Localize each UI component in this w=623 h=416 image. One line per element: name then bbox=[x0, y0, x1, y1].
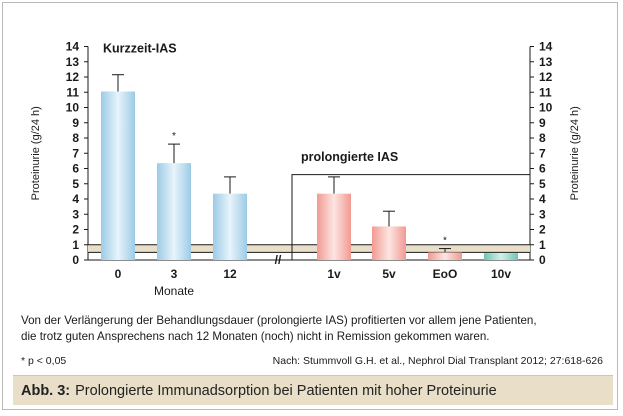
significance-mark-3: * bbox=[172, 131, 176, 142]
x-tick-label-5v: 5v bbox=[382, 267, 396, 281]
x-tick-label-10v: 10v bbox=[491, 267, 511, 281]
reference-band bbox=[88, 244, 530, 253]
y-tick-label-left: 3 bbox=[72, 207, 79, 221]
y-tick-label-right: 5 bbox=[539, 177, 546, 191]
y-tick-label-right: 1 bbox=[539, 238, 546, 252]
bar-5v bbox=[372, 226, 406, 260]
significance-mark-EoO: * bbox=[443, 236, 447, 247]
y-tick-label-left: 6 bbox=[72, 162, 79, 176]
y-tick-label-right: 3 bbox=[539, 207, 546, 221]
y-tick-label-right: 12 bbox=[539, 70, 553, 84]
figure-title: Prolongierte Immunadsorption bei Patient… bbox=[75, 382, 497, 399]
y-tick-label-right: 2 bbox=[539, 223, 546, 237]
y-tick-label-left: 1 bbox=[72, 238, 79, 252]
figure-number: Abb. 3: bbox=[21, 382, 71, 399]
y-tick-label-left: 12 bbox=[66, 70, 80, 84]
figure-title-bar: Abb. 3: Prolongierte Immunadsorption bei… bbox=[13, 375, 613, 405]
bar-0 bbox=[101, 91, 135, 260]
y-axis-title-right: Proteinurie (g/24 h) bbox=[569, 106, 581, 200]
bar-EoO bbox=[428, 252, 462, 260]
bar-1v bbox=[317, 193, 351, 260]
x-tick-label-1v: 1v bbox=[327, 267, 341, 281]
y-tick-label-left: 8 bbox=[72, 131, 79, 145]
x-tick-label-3: 3 bbox=[171, 267, 178, 281]
y-tick-label-right: 8 bbox=[539, 131, 546, 145]
y-tick-label-left: 10 bbox=[66, 101, 80, 115]
group-label-short: Kurzzeit-IAS bbox=[103, 42, 177, 56]
y-tick-label-left: 11 bbox=[66, 85, 79, 99]
caption-line-1: Von der Verlängerung der Behandlungsdaue… bbox=[21, 314, 537, 327]
y-tick-label-right: 0 bbox=[539, 253, 546, 267]
y-tick-label-left: 4 bbox=[72, 192, 79, 206]
bar-3 bbox=[157, 163, 191, 260]
y-tick-label-right: 4 bbox=[539, 192, 546, 206]
y-axis-title-left: Proteinurie (g/24 h) bbox=[30, 106, 42, 200]
y-tick-label-left: 0 bbox=[72, 253, 79, 267]
y-tick-label-right: 10 bbox=[539, 101, 553, 115]
x-tick-label-EoO: EoO bbox=[433, 267, 458, 281]
y-tick-label-right: 6 bbox=[539, 162, 546, 176]
y-tick-label-left: 7 bbox=[72, 146, 79, 160]
y-tick-label-left: 5 bbox=[72, 177, 79, 191]
y-tick-label-right: 7 bbox=[539, 146, 546, 160]
figure-caption: Von der Verlängerung der Behandlungsdaue… bbox=[21, 313, 611, 345]
caption-line-2: die trotz guten Ansprechens nach 12 Mona… bbox=[21, 330, 490, 343]
prolonged-bracket bbox=[291, 174, 530, 260]
group-label-prolonged: prolongierte IAS bbox=[301, 150, 398, 164]
figure-panel: 0 0 1 1 2 2 3 3 4 4 5 5 6 6 7 7 8 8 9 9 10 10 11 11 12 12 13 13 14 14… bbox=[2, 2, 618, 410]
y-tick-label-right: 9 bbox=[539, 116, 546, 130]
axis-break-marker: // bbox=[275, 253, 282, 267]
bar-10v bbox=[484, 253, 518, 260]
bar-12 bbox=[213, 193, 247, 260]
y-tick-label-left: 9 bbox=[72, 116, 79, 130]
x-axis-title: Monate bbox=[154, 284, 194, 298]
y-tick-label-right: 14 bbox=[539, 40, 553, 54]
source-reference: Nach: Stummvoll G.H. et al., Nephrol Dia… bbox=[272, 355, 603, 367]
y-tick-label-right: 13 bbox=[539, 55, 553, 69]
significance-footnote: * p < 0,05 bbox=[21, 355, 67, 367]
y-tick-label-right: 11 bbox=[539, 85, 552, 99]
x-tick-label-0: 0 bbox=[115, 267, 122, 281]
y-tick-label-left: 14 bbox=[66, 40, 80, 54]
y-tick-label-left: 13 bbox=[66, 55, 80, 69]
x-tick-label-12: 12 bbox=[223, 267, 237, 281]
y-tick-label-left: 2 bbox=[72, 223, 79, 237]
